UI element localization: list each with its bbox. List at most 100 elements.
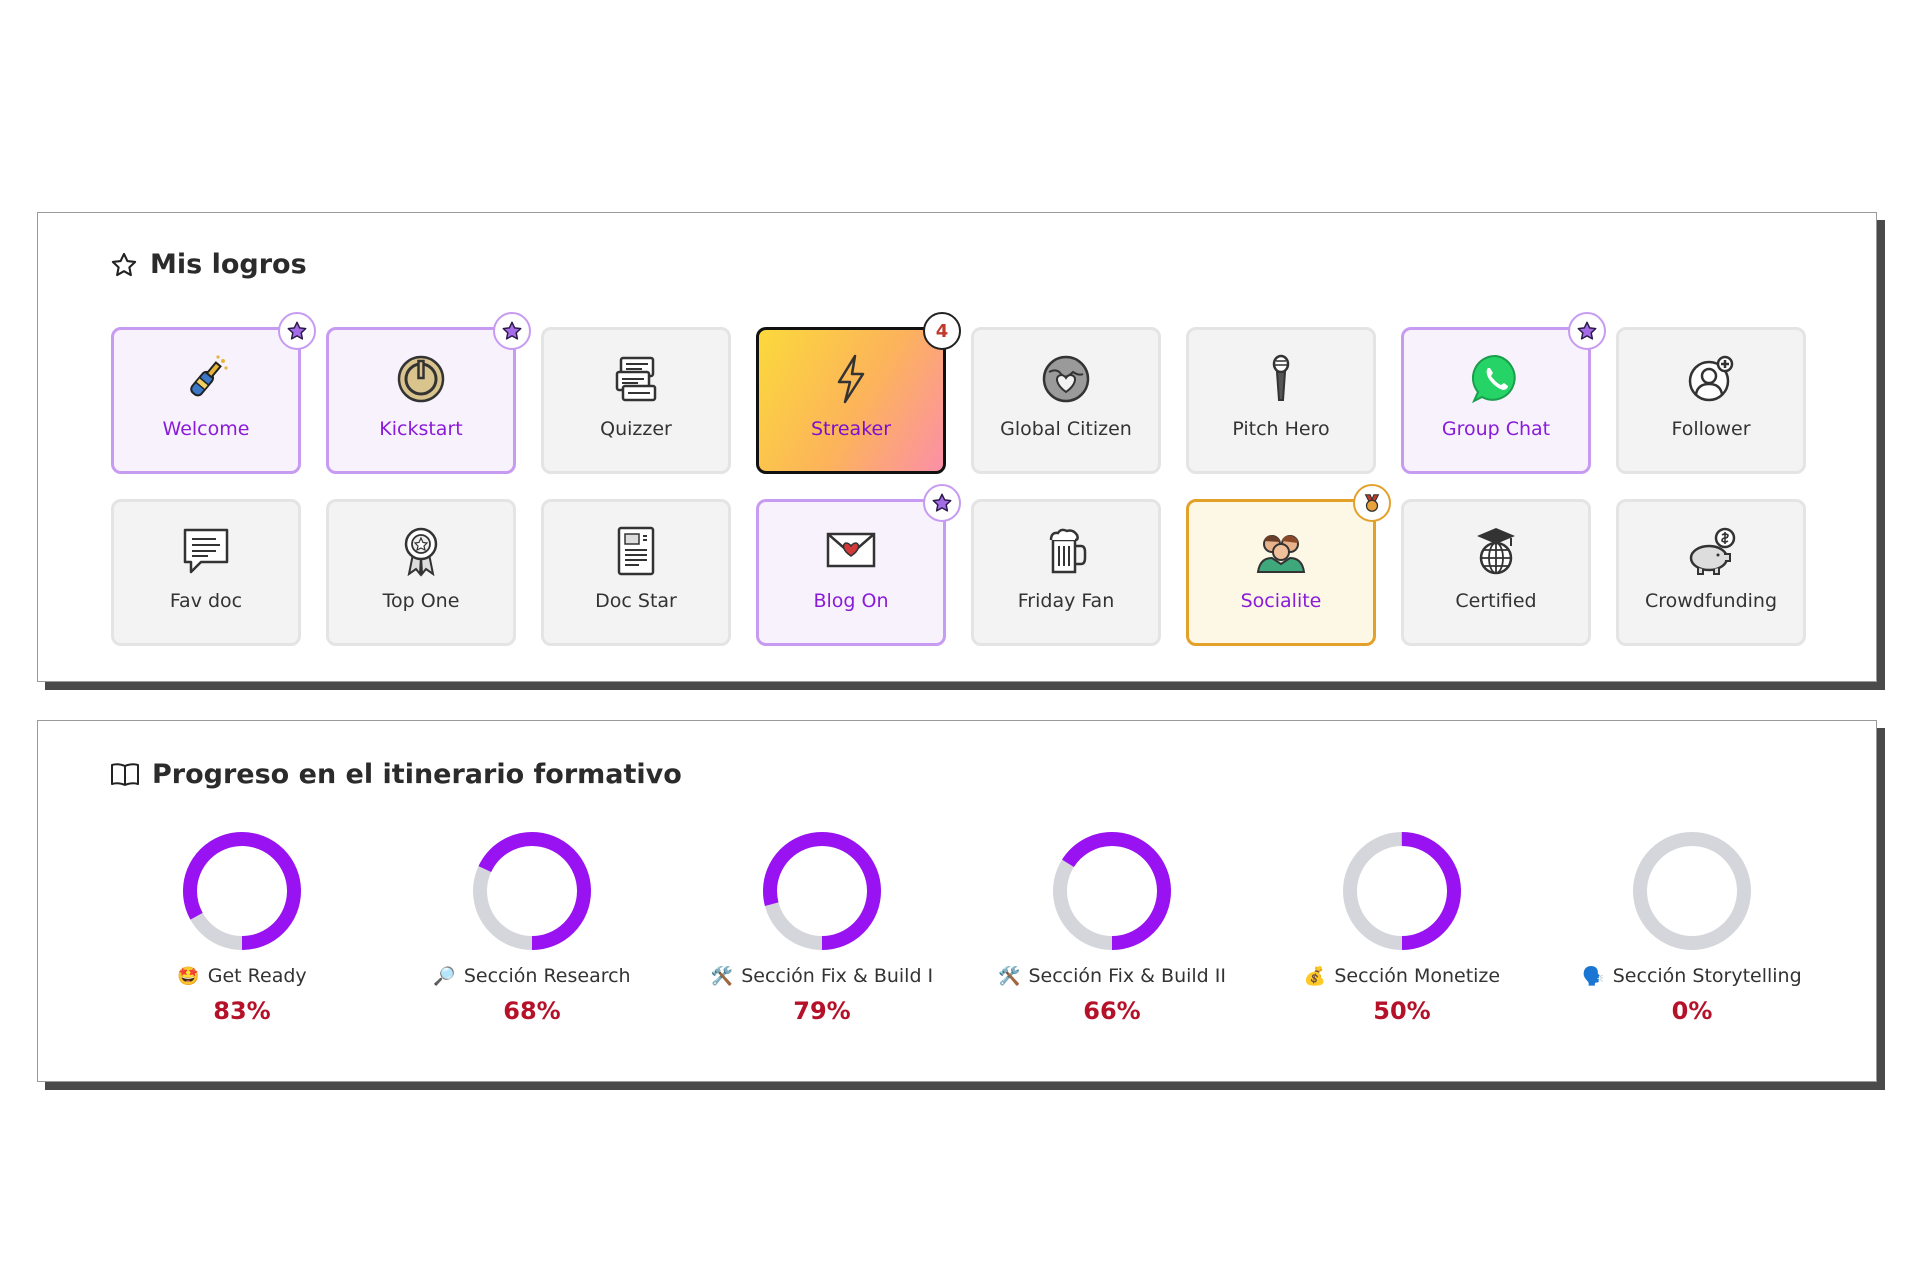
progress-percent: 68%	[503, 997, 561, 1025]
champagne-icon	[179, 352, 233, 406]
progress-panel: Progreso en el itinerario formativo 🤩 Get…	[37, 720, 1877, 1082]
whatsapp-icon	[1469, 352, 1523, 406]
achievements-panel: Mis logros Welcome Kickstart Quizzer Streak…	[37, 212, 1877, 682]
progress-ring-fill	[473, 832, 591, 950]
badge-welcome[interactable]: Welcome	[111, 312, 316, 474]
badge-doc-star[interactable]: Doc Star	[541, 499, 731, 646]
section-emoji-icon: 🛠️	[998, 965, 1021, 987]
progress-section-label: 💰 Sección Monetize	[1304, 965, 1500, 987]
power-icon	[394, 352, 448, 406]
badge-blog-on[interactable]: Blog On	[756, 484, 961, 646]
progress-ring-fill	[1053, 832, 1171, 950]
progress-percent: 66%	[1083, 997, 1141, 1025]
badge-streaker[interactable]: Streaker 4	[756, 312, 961, 474]
badge-label: Global Citizen	[1000, 418, 1132, 440]
progress-ring-fill	[1343, 832, 1461, 950]
progress-ring	[1053, 832, 1171, 950]
badge-fav-doc[interactable]: Fav doc	[111, 499, 301, 646]
progress-item[interactable]: 🛠️ Sección Fix & Build I 79%	[678, 831, 966, 1025]
section-emoji-icon: 🛠️	[710, 965, 734, 987]
section-emoji-icon: 🔎	[433, 965, 456, 987]
progress-item[interactable]: 🗣️ Sección Storytelling 0%	[1548, 831, 1836, 1025]
badge-label: Certified	[1455, 590, 1537, 612]
badge-global-citizen[interactable]: Global Citizen	[971, 327, 1161, 474]
progress-percent: 79%	[793, 997, 851, 1025]
beer-mug-icon	[1039, 524, 1093, 578]
piggy-bank-icon	[1684, 524, 1738, 578]
globe-heart-icon	[1039, 352, 1093, 406]
medal-icon	[1353, 484, 1391, 522]
quiz-cards-icon	[609, 352, 663, 406]
speech-doc-icon	[179, 524, 233, 578]
section-name: Sección Fix & Build I	[741, 965, 934, 987]
star-badge-icon	[278, 312, 316, 350]
progress-section-label: 🤩 Get Ready	[177, 965, 306, 987]
star-badge-icon	[1568, 312, 1606, 350]
streak-count-badge: 4	[923, 312, 961, 350]
star-outline-icon	[111, 252, 137, 276]
badge-label: Streaker	[810, 418, 892, 440]
badge-friday-fan[interactable]: Friday Fan	[971, 499, 1161, 646]
progress-header: Progreso en el itinerario formativo	[110, 759, 682, 790]
progress-item[interactable]: 🤩 Get Ready 83%	[98, 831, 386, 1025]
award-ribbon-icon	[394, 524, 448, 578]
badge-label: Pitch Hero	[1232, 418, 1330, 440]
badge-crowdfunding[interactable]: Crowdfunding	[1616, 499, 1806, 646]
lightning-icon	[824, 352, 878, 406]
badge-kickstart[interactable]: Kickstart	[326, 312, 531, 474]
progress-ring	[183, 832, 301, 950]
progress-percent: 83%	[213, 997, 271, 1025]
progress-item[interactable]: 🛠️ Sección Fix & Build II 66%	[968, 831, 1256, 1025]
microphone-icon	[1254, 352, 1308, 406]
badge-label: Blog On	[813, 590, 889, 612]
progress-item[interactable]: 🔎 Sección Research 68%	[388, 831, 676, 1025]
badge-top-one[interactable]: Top One	[326, 499, 516, 646]
progress-ring	[473, 832, 591, 950]
badge-label: Kickstart	[379, 418, 463, 440]
badge-label: Socialite	[1240, 590, 1322, 612]
badge-label: Friday Fan	[1017, 590, 1115, 612]
graduation-globe-icon	[1469, 524, 1523, 578]
badge-pitch-hero[interactable]: Pitch Hero	[1186, 327, 1376, 474]
section-title-progress: Progreso en el itinerario formativo	[152, 759, 682, 790]
badge-group-chat[interactable]: Group Chat	[1401, 312, 1606, 474]
badge-label: Follower	[1671, 418, 1751, 440]
progress-percent: 50%	[1373, 997, 1431, 1025]
section-name: Get Ready	[207, 965, 307, 987]
progress-item[interactable]: 💰 Sección Monetize 50%	[1258, 831, 1546, 1025]
progress-ring-fill	[763, 832, 881, 950]
progress-section-label: 🔎 Sección Research	[433, 965, 630, 987]
section-name: Sección Fix & Build II	[1028, 965, 1226, 987]
badge-label: Doc Star	[595, 590, 677, 612]
badge-socialite[interactable]: Socialite	[1186, 484, 1391, 646]
star-badge-icon	[493, 312, 531, 350]
section-name: Sección Storytelling	[1612, 965, 1802, 987]
badge-grid: Welcome Kickstart Quizzer Streaker 4 Global C…	[111, 312, 1806, 646]
badge-label: Crowdfunding	[1644, 590, 1778, 612]
progress-ring-fill	[183, 832, 301, 950]
badge-label: Welcome	[162, 418, 250, 440]
progress-section-label: 🛠️ Sección Fix & Build II	[998, 965, 1226, 987]
progress-ring	[763, 832, 881, 950]
progress-section-label: 🗣️ Sección Storytelling	[1582, 965, 1801, 987]
badge-label: Group Chat	[1441, 418, 1551, 440]
section-name: Sección Monetize	[1334, 965, 1501, 987]
progress-ring-track	[1633, 832, 1751, 950]
badge-follower[interactable]: Follower	[1616, 327, 1806, 474]
love-letter-icon	[824, 524, 878, 578]
section-emoji-icon: 🗣️	[1582, 965, 1605, 987]
progress-percent: 0%	[1671, 997, 1713, 1025]
badge-label: Fav doc	[169, 590, 243, 612]
star-badge-icon	[923, 484, 961, 522]
section-emoji-icon: 🤩	[177, 965, 200, 987]
people-icon	[1254, 524, 1308, 578]
follower-icon	[1684, 352, 1738, 406]
progress-rings: 🤩 Get Ready 83% 🔎 Sección Research 68% 🛠️ Secci…	[98, 831, 1836, 1025]
badge-certified[interactable]: Certified	[1401, 499, 1591, 646]
badge-label: Quizzer	[600, 418, 672, 440]
section-title-achievements: Mis logros	[150, 249, 307, 280]
badge-quizzer[interactable]: Quizzer	[541, 327, 731, 474]
open-book-icon	[111, 762, 139, 786]
progress-ring	[1343, 832, 1461, 950]
section-emoji-icon: 💰	[1303, 965, 1327, 987]
